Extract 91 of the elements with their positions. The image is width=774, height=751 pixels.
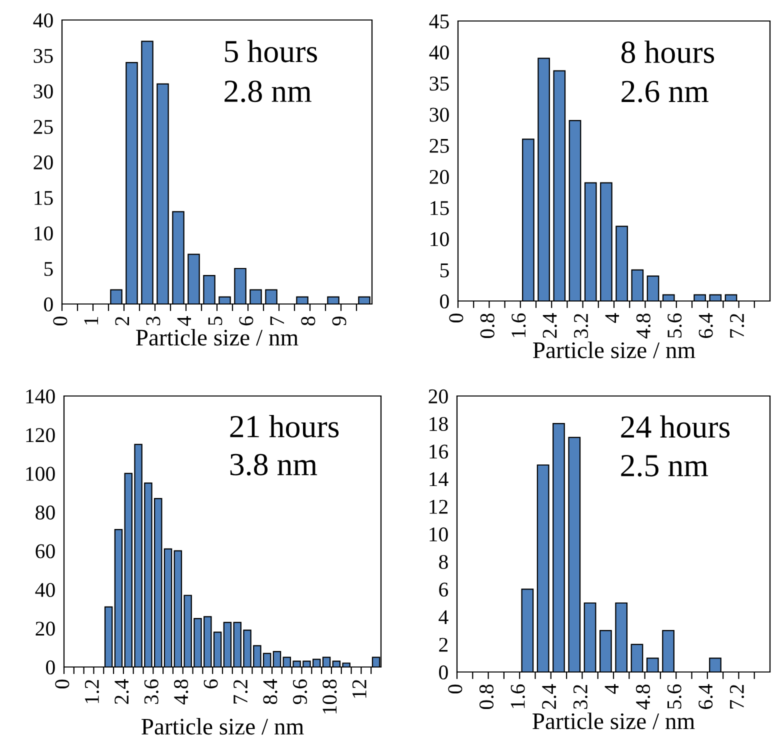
x-tick-label: 5 xyxy=(208,316,222,326)
x-tick-label: 7.2 xyxy=(730,314,744,338)
annotation: 8 hours xyxy=(621,40,714,64)
x-tick-label: 0 xyxy=(448,684,462,694)
x-tick-label: 2.4 xyxy=(542,684,556,709)
y-tick-label: 4 xyxy=(438,610,448,624)
x-tick-label: 3.2 xyxy=(573,684,588,709)
annotation: 21 hours xyxy=(230,414,339,438)
x-tick-label: 0.8 xyxy=(480,314,495,338)
x-tick-label: 2.4 xyxy=(114,679,129,704)
y-tick-label: 14 xyxy=(430,472,448,486)
y-tick-label: 45 xyxy=(429,14,449,28)
annotation: 3.8 nm xyxy=(230,454,318,476)
y-tick-label: 10 xyxy=(34,226,53,240)
x-tick-label: 1.6 xyxy=(512,313,526,338)
y-tick-label: 40 xyxy=(33,13,53,28)
x-tick-label: 6.4 xyxy=(698,313,713,338)
x-tick-label: 3.6 xyxy=(144,679,158,704)
y-tick-label: 0 xyxy=(44,297,53,312)
x-tick-label: 1.2 xyxy=(84,680,100,704)
y-tick-label: 16 xyxy=(430,444,448,459)
x-tick-label: 9.6 xyxy=(292,679,308,704)
x-axis-title: Particle size / nm xyxy=(142,718,304,735)
y-tick-label: 60 xyxy=(36,544,55,558)
x-tick-label: 4 xyxy=(605,313,620,323)
y-tick-label: 35 xyxy=(34,48,53,63)
y-tick-label: 15 xyxy=(34,190,53,205)
y-tick-label: 10 xyxy=(430,232,449,246)
y-tick-label: 140 xyxy=(26,389,55,404)
x-tick-label: 6 xyxy=(239,316,254,326)
y-tick-label: 40 xyxy=(35,582,55,598)
x-tick-label: 4.8 xyxy=(636,684,650,710)
x-tick-label: 6.4 xyxy=(698,684,713,709)
x-tick-label: 7 xyxy=(270,316,284,325)
y-tick-label: 0 xyxy=(46,660,55,674)
x-tick-label: 6 xyxy=(204,679,218,688)
x-axis-title: Particle size / nm xyxy=(533,342,696,358)
y-tick-label: 12 xyxy=(430,500,448,514)
x-tick-label: 4.8 xyxy=(174,680,188,704)
x-tick-label: 1 xyxy=(84,317,98,324)
y-tick-label: 18 xyxy=(430,416,448,432)
x-tick-label: 0 xyxy=(53,316,68,326)
y-tick-label: 25 xyxy=(34,120,53,134)
x-axis-title: Particle size / nm xyxy=(136,329,298,346)
x-tick-label: 12 xyxy=(352,680,366,698)
x-tick-label: 3 xyxy=(146,316,160,326)
x-tick-label: 9 xyxy=(332,316,346,326)
y-tick-label: 100 xyxy=(26,466,55,481)
y-tick-label: 25 xyxy=(430,138,449,153)
annotation: 2.6 nm xyxy=(622,80,708,102)
y-tick-label: 40 xyxy=(429,45,449,60)
annotation: 5 hours xyxy=(225,40,317,62)
x-tick-label: 4.8 xyxy=(636,314,651,338)
y-tick-label: 15 xyxy=(430,201,449,216)
x-tick-label: 5.6 xyxy=(668,313,682,338)
y-tick-label: 10 xyxy=(430,527,448,542)
annotation: 24 hours xyxy=(621,415,730,438)
y-tick-label: 20 xyxy=(36,622,55,636)
y-tick-label: 5 xyxy=(44,262,53,276)
x-tick-label: 0 xyxy=(449,314,464,322)
y-tick-label: 80 xyxy=(36,506,55,520)
x-tick-label: 3.2 xyxy=(574,314,588,338)
y-tick-label: 5 xyxy=(440,263,449,278)
x-tick-label: 4 xyxy=(604,684,619,694)
x-tick-label: 0 xyxy=(55,680,70,688)
y-tick-label: 30 xyxy=(430,108,449,122)
y-tick-label: 2 xyxy=(439,638,448,652)
x-axis-title: Particle size / nm xyxy=(532,712,695,730)
y-tick-label: 30 xyxy=(34,84,53,98)
annotation: 2.5 nm xyxy=(621,454,708,477)
y-tick-label: 0 xyxy=(439,665,448,680)
annotation: 2.8 nm xyxy=(224,80,312,102)
x-tick-label: 7.2 xyxy=(730,684,744,708)
x-tick-label: 7.2 xyxy=(234,680,248,704)
y-tick-label: 20 xyxy=(34,155,53,170)
y-tick-label: 35 xyxy=(430,76,449,91)
y-tick-label: 6 xyxy=(439,582,448,597)
x-tick-label: 2.4 xyxy=(542,313,557,338)
x-tick-label: 2 xyxy=(115,316,130,326)
y-tick-label: 20 xyxy=(430,170,449,184)
x-tick-label: 4 xyxy=(177,316,192,326)
y-tick-label: 120 xyxy=(26,428,55,442)
x-tick-label: 10.8 xyxy=(322,680,337,714)
y-tick-label: 20 xyxy=(428,389,448,404)
x-tick-label: 0.8 xyxy=(479,684,494,710)
x-tick-label: 5.6 xyxy=(667,684,682,709)
y-tick-label: 8 xyxy=(439,554,448,570)
y-tick-label: 0 xyxy=(440,294,449,308)
x-tick-label: 8.4 xyxy=(263,679,278,704)
x-tick-label: 1.6 xyxy=(510,684,525,708)
x-tick-label: 8 xyxy=(301,316,316,326)
